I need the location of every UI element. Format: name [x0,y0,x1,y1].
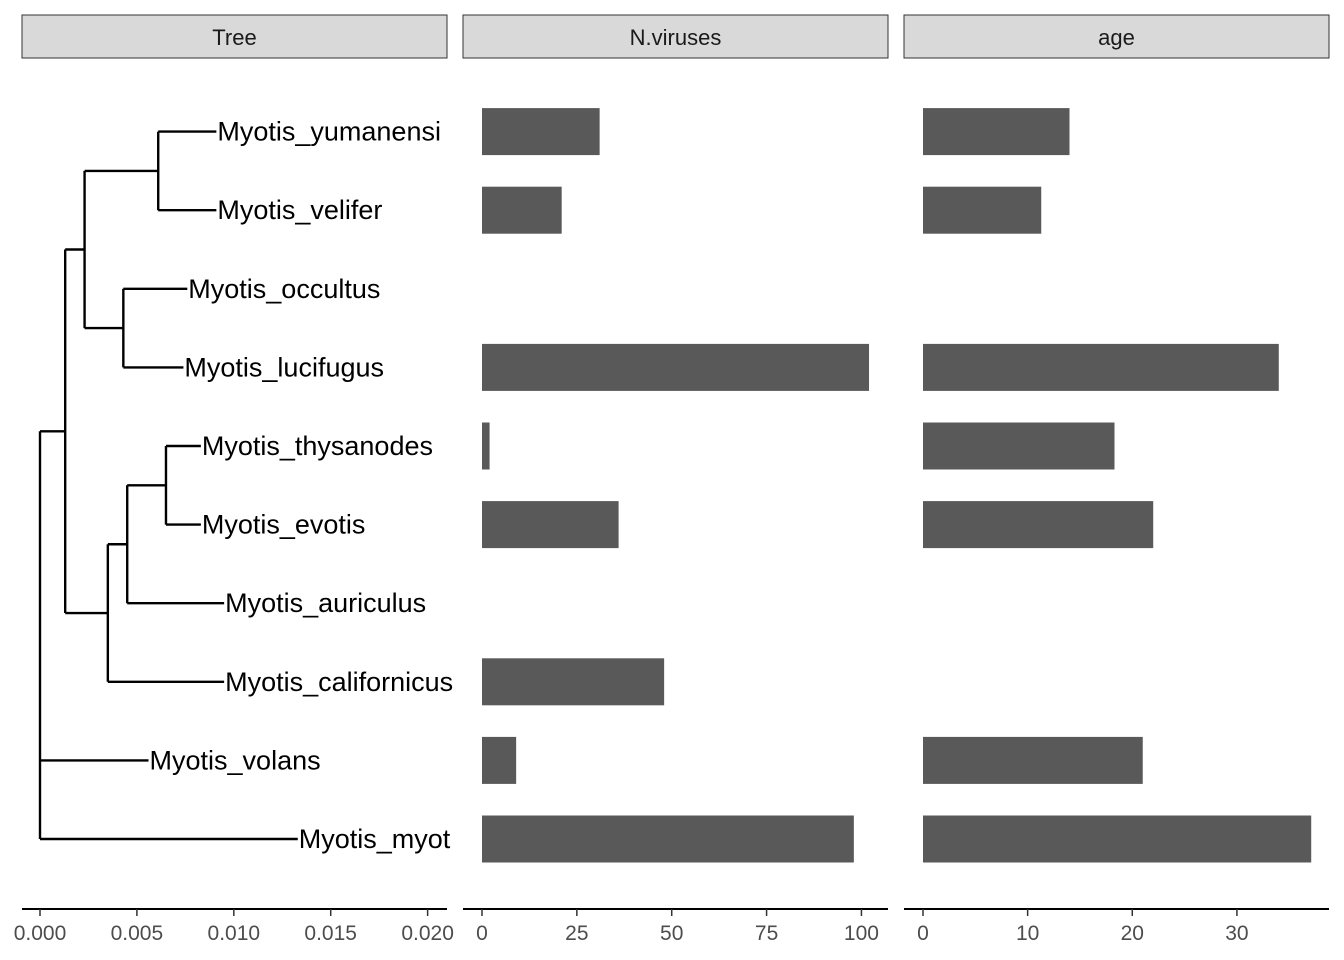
tip-label: Myotis_auriculus [225,588,426,618]
bar [923,422,1115,470]
x-tick-label: 50 [660,922,683,945]
x-tick-label: 0.015 [304,922,357,945]
panel-strip [21,14,448,59]
tip-label: Myotis_velifer [217,195,382,225]
bar [923,108,1070,156]
x-tick-label: 0.010 [208,922,261,945]
bar-panels [482,108,1312,863]
tip-labels: Myotis_yumanensi Myotis_velifer Myotis_occ… [150,117,454,854]
bar [482,658,665,706]
bar [482,422,490,470]
x-tick-label: 20 [1121,922,1144,945]
x-tick-label: 0.005 [111,922,164,945]
tip-label: Myotis_myot [299,824,451,854]
x-tick-label: 0 [476,922,488,945]
bar [923,815,1312,863]
tip-label: Myotis_occultus [188,274,380,304]
x-tick-label: 100 [844,922,879,945]
tip-label: Myotis_thysanodes [202,431,433,461]
tip-label: Myotis_evotis [202,510,366,540]
bar [923,186,1042,234]
tip-label: Myotis_yumanensi [217,117,441,147]
x-tick-label: 0.000 [14,922,67,945]
tip-label: Myotis_volans [150,745,321,775]
bar [482,501,619,549]
panel-strip-label: Tree [212,25,256,50]
bar [482,186,562,234]
bar [482,736,517,784]
bar [923,736,1143,784]
phylogenetic-tree: Myotis_yumanensi Myotis_velifer Myotis_occ… [38,117,454,854]
x-tick-label: 0.020 [401,922,454,945]
tip-label: Myotis_lucifugus [184,352,384,382]
panel-strip [462,14,889,59]
panel-strip [903,14,1330,59]
bar [923,501,1154,549]
axes: 0.000 0.005 0.010 0.015 0.020 0 25 50 75 100 0 10 20… [14,908,1329,945]
bar [482,108,600,156]
x-tick-label: 25 [565,922,588,945]
bar [923,343,1279,391]
x-tick-label: 0 [917,922,929,945]
tip-label: Myotis_californicus [225,667,453,697]
x-tick-label: 30 [1225,922,1248,945]
panel-strips: Tree N.viruses age [21,14,1330,59]
panel-strip-label: N.viruses [630,25,722,50]
x-tick-label: 75 [755,922,778,945]
panel-strip-label: age [1098,25,1135,50]
x-tick-label: 10 [1016,922,1039,945]
bar [482,343,870,391]
bar [482,815,854,863]
